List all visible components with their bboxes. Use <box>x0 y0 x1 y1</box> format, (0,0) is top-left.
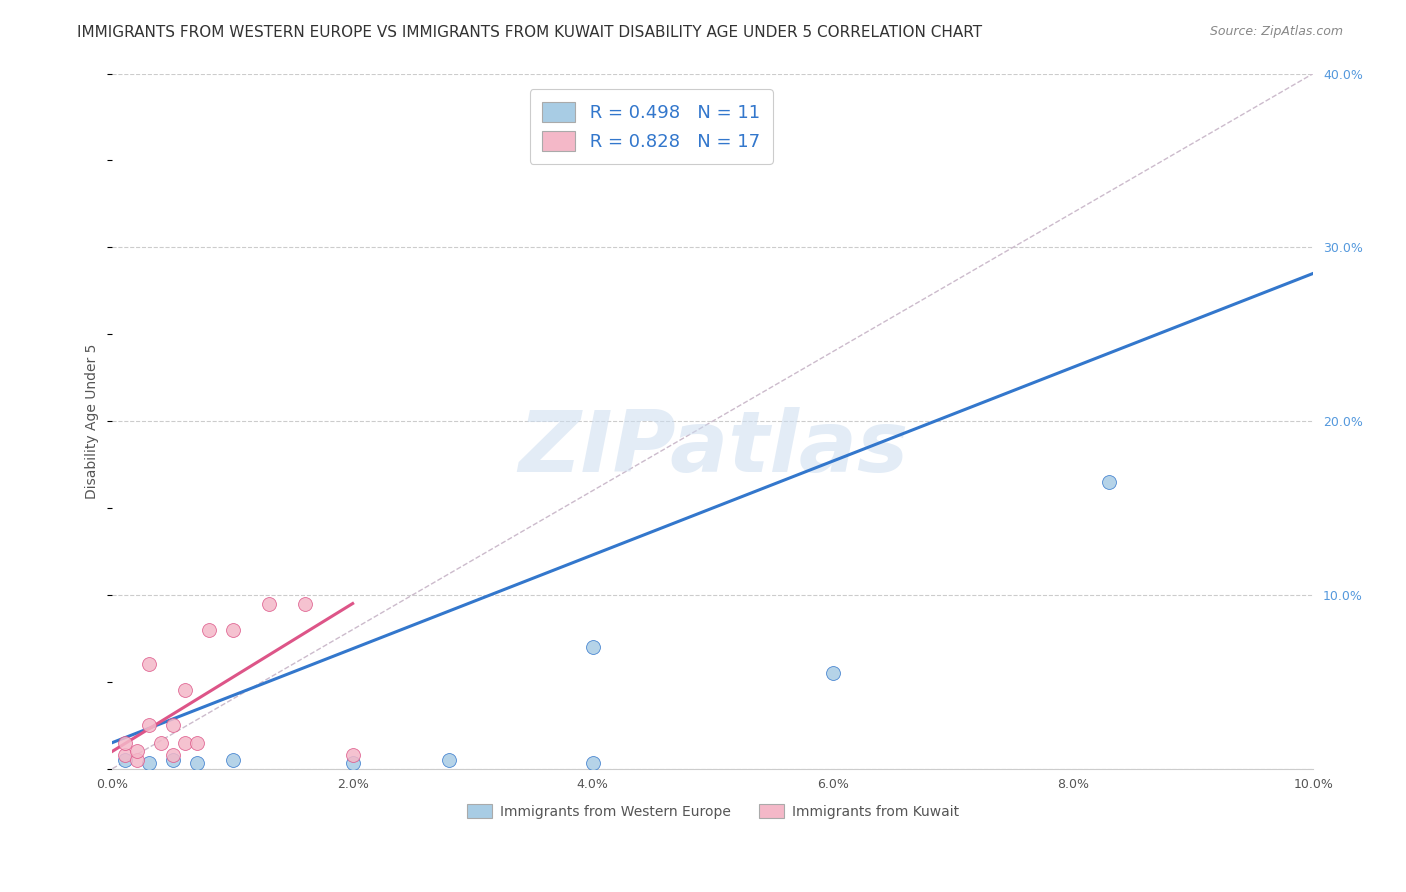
Point <box>138 756 160 771</box>
Point <box>114 735 136 749</box>
Point <box>1098 475 1121 489</box>
Legend: Immigrants from Western Europe, Immigrants from Kuwait: Immigrants from Western Europe, Immigran… <box>461 798 965 824</box>
Point <box>582 756 605 771</box>
Text: IMMIGRANTS FROM WESTERN EUROPE VS IMMIGRANTS FROM KUWAIT DISABILITY AGE UNDER 5 : IMMIGRANTS FROM WESTERN EUROPE VS IMMIGR… <box>77 25 983 40</box>
Point <box>342 747 364 762</box>
Point <box>186 735 208 749</box>
Point <box>437 753 460 767</box>
Text: Source: ZipAtlas.com: Source: ZipAtlas.com <box>1209 25 1343 38</box>
Point <box>821 666 844 681</box>
Point <box>162 718 184 732</box>
Point <box>125 753 148 767</box>
Point <box>162 747 184 762</box>
Point <box>173 683 195 698</box>
Point <box>138 718 160 732</box>
Point <box>114 747 136 762</box>
Point <box>221 623 243 637</box>
Point <box>162 753 184 767</box>
Point <box>197 623 219 637</box>
Point <box>186 756 208 771</box>
Point <box>257 597 280 611</box>
Point <box>138 657 160 672</box>
Point <box>221 753 243 767</box>
Text: ZIPatlas: ZIPatlas <box>517 408 908 491</box>
Point <box>125 744 148 758</box>
Point <box>114 753 136 767</box>
Point <box>149 735 172 749</box>
Point <box>173 735 195 749</box>
Point <box>294 597 316 611</box>
Point <box>582 640 605 654</box>
Point <box>342 756 364 771</box>
Y-axis label: Disability Age Under 5: Disability Age Under 5 <box>86 343 100 499</box>
